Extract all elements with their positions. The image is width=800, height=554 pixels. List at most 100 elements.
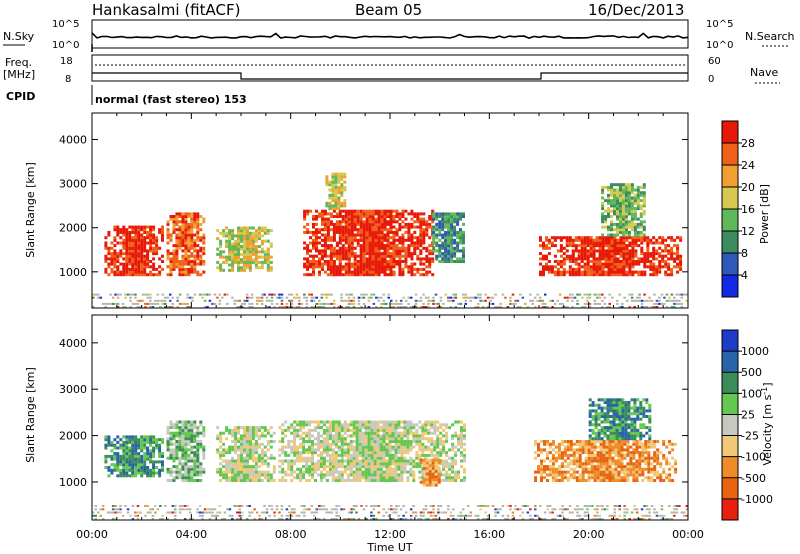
range-cell	[464, 293, 467, 296]
range-cell	[374, 228, 378, 232]
range-cell	[296, 423, 300, 427]
range-cell	[113, 260, 117, 263]
range-cell	[298, 306, 301, 308]
range-cell	[404, 238, 408, 242]
range-cell	[315, 215, 318, 218]
range-cell	[334, 434, 338, 438]
range-cell	[592, 257, 596, 261]
range-cell	[184, 246, 188, 250]
range-cell	[269, 440, 273, 443]
range-cell	[356, 228, 360, 232]
nave-label: Nave	[750, 66, 778, 79]
range-cell	[178, 437, 182, 441]
range-cell	[346, 473, 350, 477]
range-cell	[228, 255, 232, 259]
range-cell	[320, 442, 323, 446]
range-cell	[441, 254, 445, 258]
range-cell	[456, 257, 460, 261]
range-cell	[565, 254, 569, 258]
range-cell	[166, 236, 170, 240]
range-cell	[410, 270, 414, 274]
range-cell	[284, 453, 288, 457]
range-cell	[433, 420, 437, 424]
range-cell	[140, 468, 144, 472]
range-cell	[334, 175, 338, 179]
range-cell	[331, 191, 335, 195]
range-cell	[119, 270, 123, 274]
range-cell	[450, 238, 454, 242]
range-cell	[386, 273, 390, 277]
range-cell	[315, 262, 318, 266]
range-cell	[377, 225, 381, 229]
range-cell	[263, 229, 267, 233]
range-cell	[251, 426, 255, 430]
range-cell	[113, 225, 117, 229]
range-cell	[382, 302, 385, 305]
range-cell	[392, 241, 396, 245]
range-cell	[125, 246, 129, 250]
noise-right-tick-top: 10^5	[706, 19, 733, 30]
range-cell	[442, 479, 446, 482]
range-cell	[140, 457, 144, 461]
range-cell	[627, 188, 631, 192]
range-cell	[395, 262, 399, 266]
range-cell	[350, 241, 354, 245]
range-cell	[234, 428, 237, 432]
range-cell	[456, 241, 460, 245]
range-cell	[457, 476, 460, 480]
range-cell	[592, 241, 596, 245]
range-cell	[129, 293, 132, 296]
range-cell	[544, 306, 547, 308]
range-cell	[454, 473, 458, 477]
range-cell	[415, 451, 419, 455]
range-cell	[275, 302, 279, 305]
range-cell	[541, 299, 544, 302]
range-cell	[370, 431, 374, 435]
range-cell	[222, 453, 226, 457]
range-cell	[266, 448, 270, 452]
range-cell	[225, 467, 229, 471]
range-cell	[370, 479, 374, 482]
range-cell	[125, 262, 129, 266]
range-cell	[332, 228, 336, 232]
range-cell	[320, 420, 323, 424]
range-cell	[178, 267, 182, 271]
range-cell	[166, 306, 169, 308]
range-cell	[607, 215, 610, 218]
range-cell	[238, 306, 241, 308]
range-cell	[403, 434, 407, 438]
range-cell	[322, 465, 326, 469]
range-cell	[407, 228, 411, 232]
range-cell	[122, 257, 126, 261]
range-cell	[155, 241, 159, 245]
range-cell	[607, 244, 611, 248]
range-cell	[164, 299, 167, 302]
range-cell	[350, 228, 354, 232]
range-cell	[166, 445, 170, 449]
range-cell	[616, 196, 619, 200]
range-cell	[400, 426, 404, 430]
range-cell	[359, 212, 363, 216]
range-cell	[344, 252, 348, 256]
range-cell	[326, 220, 330, 224]
range-cell	[406, 434, 410, 438]
range-cell	[310, 293, 313, 296]
range-cell	[583, 249, 587, 253]
range-cell	[383, 246, 387, 250]
range-cell	[246, 237, 249, 241]
range-cell	[422, 483, 426, 487]
range-cell	[234, 451, 237, 455]
range-cell	[642, 185, 646, 189]
range-cell	[325, 180, 329, 184]
range-cell	[403, 462, 407, 466]
range-cell	[158, 246, 162, 250]
range-cell	[365, 209, 369, 213]
range-cell	[341, 220, 345, 224]
range-cell	[199, 273, 203, 277]
range-cell	[193, 212, 197, 216]
range-cell	[610, 228, 613, 232]
range-cell	[359, 209, 363, 213]
range-cell	[616, 270, 620, 274]
range-cell	[158, 270, 162, 274]
range-cell	[184, 215, 188, 218]
